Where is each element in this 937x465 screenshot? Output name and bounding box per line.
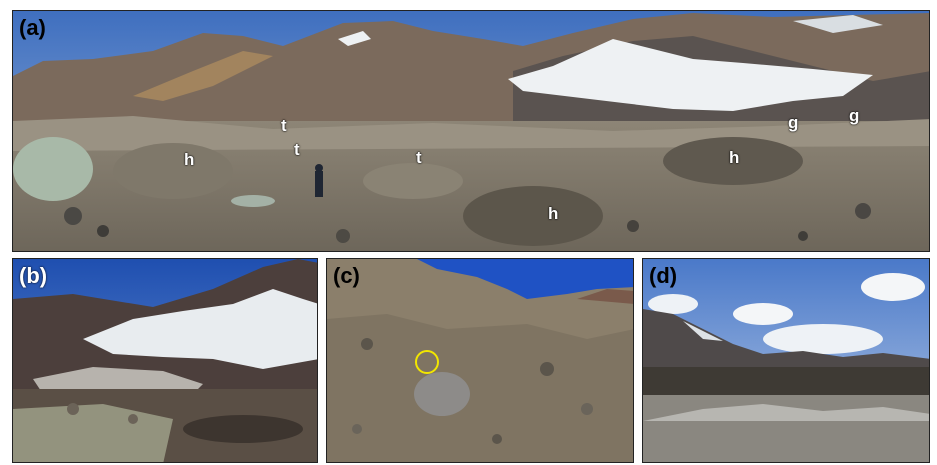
- annotation-t: t: [294, 140, 300, 159]
- panel-d-photo: [643, 259, 929, 462]
- annotation-t: t: [281, 116, 287, 135]
- panel-d: (d): [642, 258, 930, 463]
- panel-a-label: (a): [19, 15, 46, 40]
- panel-b-label: (b): [19, 263, 48, 288]
- panel-c-photo: [327, 259, 633, 462]
- annotation-g: g: [788, 113, 799, 132]
- annotation-g: g: [849, 106, 860, 125]
- panel-b: (b): [12, 258, 318, 463]
- annotation-h: h: [729, 148, 740, 167]
- annotation-t: t: [416, 148, 422, 167]
- panel-b-photo: [13, 259, 317, 462]
- panel-c: (c): [326, 258, 634, 463]
- annotation-h: h: [548, 204, 559, 223]
- annotation-h: h: [184, 150, 195, 169]
- panel-a-photo: [13, 11, 929, 251]
- panel-c-label: (c): [333, 263, 360, 288]
- panel-d-label: (d): [649, 263, 678, 288]
- panel-a: (a) t t t h h h g g: [12, 10, 930, 252]
